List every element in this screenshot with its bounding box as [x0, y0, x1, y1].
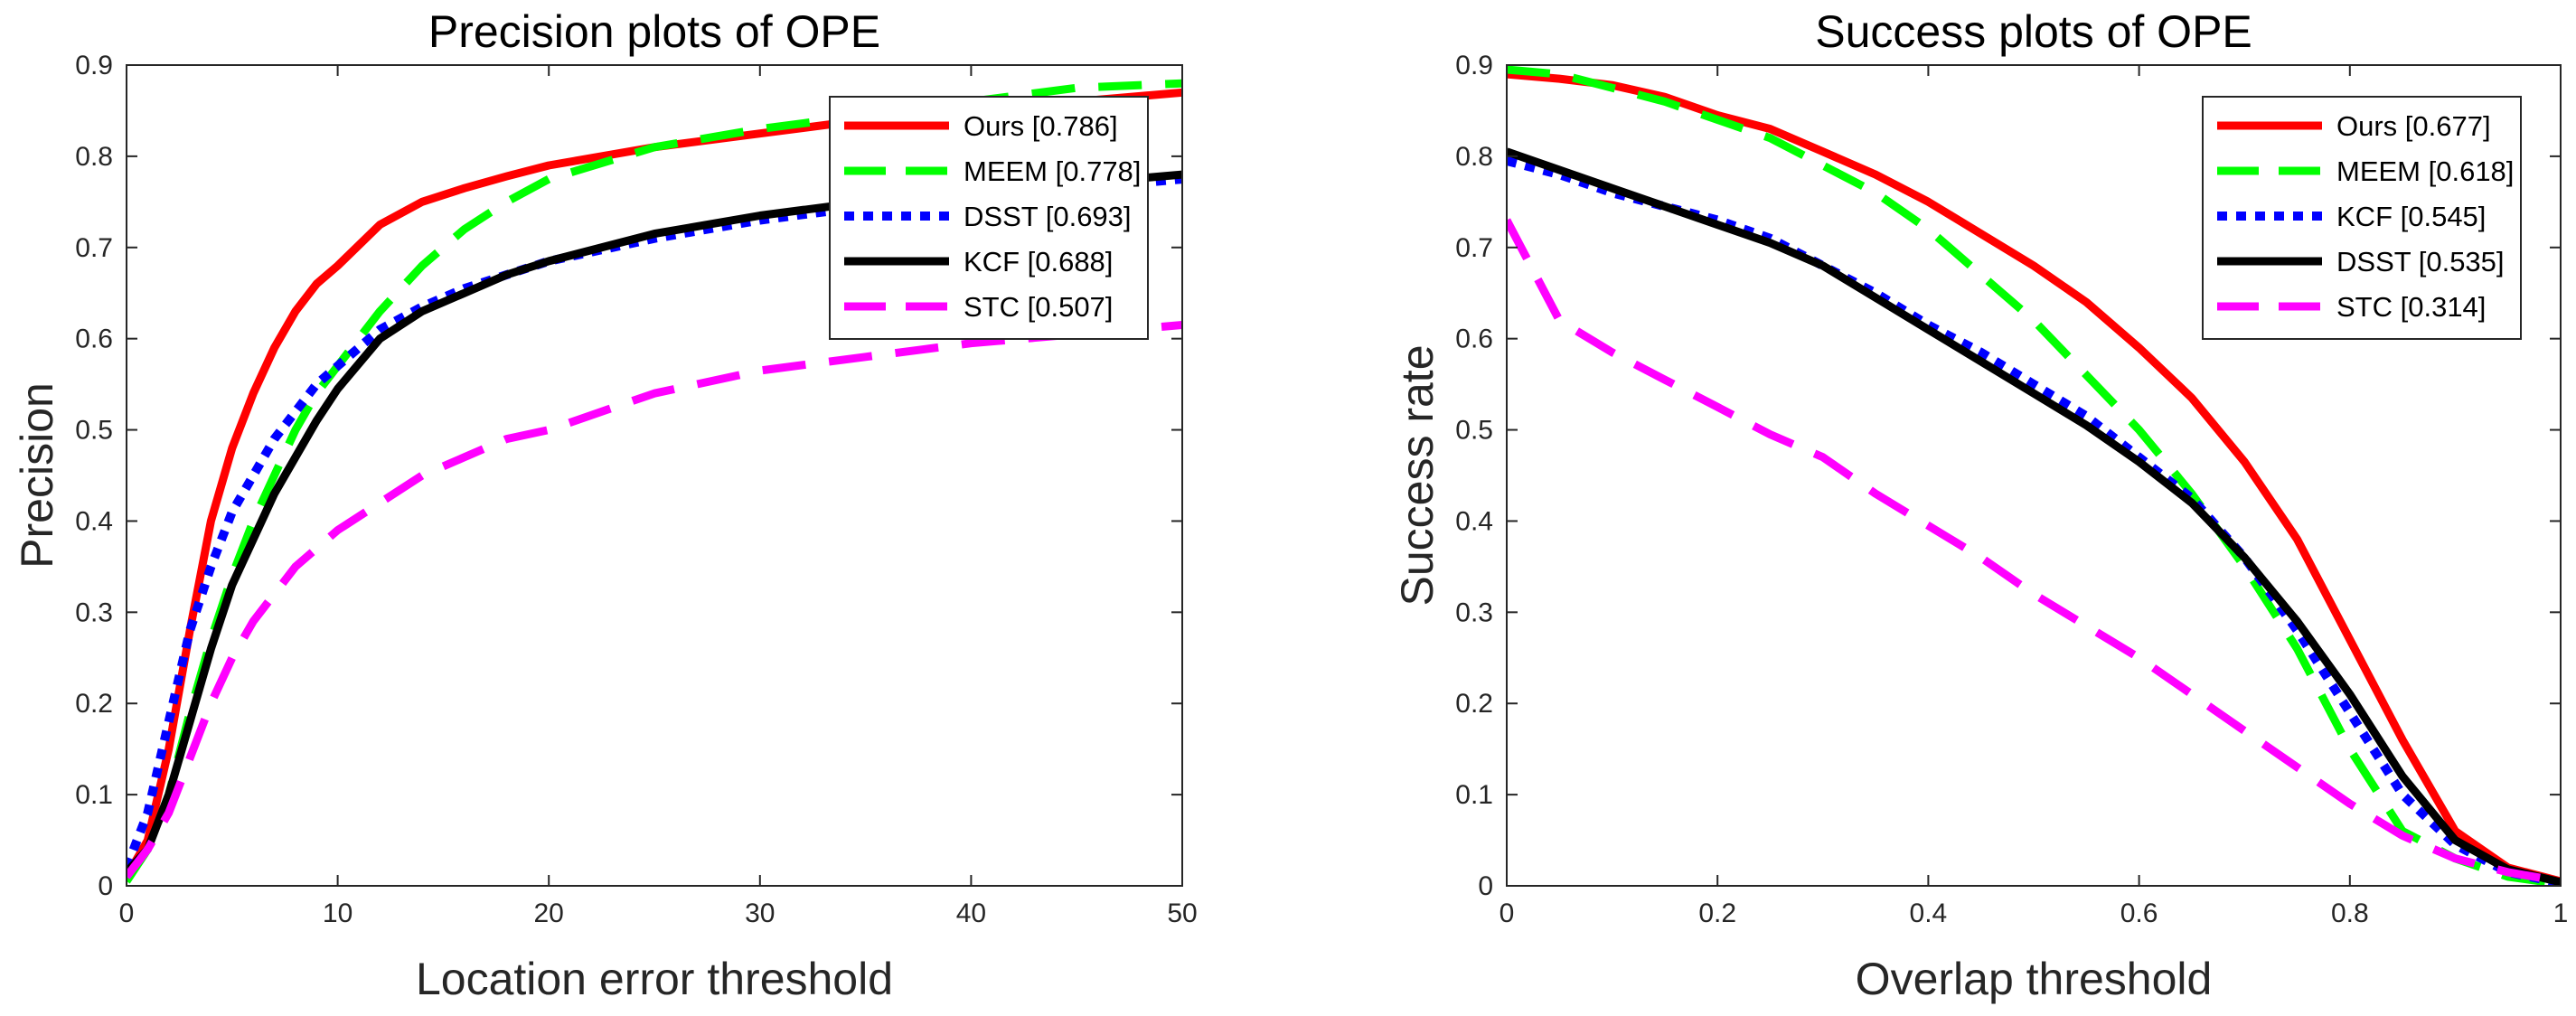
- precision-xtick-label: 30: [745, 898, 775, 928]
- precision-axes-box: [126, 64, 1183, 887]
- success-legend-label-stc: STC [0.314]: [2336, 291, 2486, 323]
- precision-xtick-label: 50: [1167, 898, 1197, 928]
- precision-xtick-label: 40: [956, 898, 986, 928]
- precision-ytick-label: 0.2: [75, 689, 113, 719]
- precision-ytick-label: 0.8: [75, 142, 113, 172]
- success-series-dsst: [1507, 147, 2561, 886]
- precision-ytick-label: 0.1: [75, 780, 113, 810]
- success-legend-label-ours: Ours [0.677]: [2336, 110, 2491, 142]
- success-ytick-label: 0.1: [1455, 780, 1493, 810]
- precision-x-axis-label: Location error threshold: [416, 954, 893, 1004]
- precision-plot: 0 10 20 30 40 50 0 0.1 0.2 0.3 0.4 0.5 0.6 0.7 0.8 0.9 P…: [12, 6, 1198, 1004]
- precision-ytick-label: 0.7: [75, 233, 113, 263]
- success-ytick-label: 0.8: [1455, 142, 1493, 172]
- precision-legend: Ours [0.786] MEEM [0.778] DSST [0.693] KCF …: [829, 96, 1149, 340]
- success-y-axis-label: Success rate: [1392, 344, 1443, 606]
- precision-xtick-label: 0: [119, 898, 135, 928]
- precision-legend-label-stc: STC [0.507]: [964, 291, 1113, 323]
- precision-legend-label-dsst: DSST [0.693]: [964, 201, 1132, 232]
- success-series-stc: [1507, 218, 2561, 886]
- success-xtick-label: 0.8: [2331, 898, 2369, 928]
- success-xtick-label: 1: [2553, 898, 2569, 928]
- precision-xtick-label: 10: [323, 898, 353, 928]
- success-xtick-label: 0.6: [2120, 898, 2158, 928]
- precision-xtick-label: 20: [534, 898, 564, 928]
- success-legend-label-kcf: KCF [0.545]: [2336, 201, 2486, 232]
- success-series-kcf: [1507, 156, 2561, 886]
- success-ytick-label: 0.9: [1455, 51, 1493, 80]
- precision-ytick-label: 0.9: [75, 51, 113, 80]
- success-ytick-label: 0.4: [1455, 506, 1493, 536]
- precision-series-kcf: [127, 170, 1182, 875]
- precision-y-axis-label: Precision: [12, 382, 62, 569]
- success-legend: Ours [0.677] MEEM [0.618] KCF [0.545] DSST …: [2202, 96, 2522, 340]
- precision-ytick-label: 0.5: [75, 416, 113, 446]
- success-x-axis-label: Overlap threshold: [1856, 954, 2213, 1004]
- success-ytick-label: 0.2: [1455, 689, 1493, 719]
- success-ytick-label: 0.6: [1455, 325, 1493, 354]
- success-ytick-label: 0.3: [1455, 597, 1493, 627]
- success-plot: 0 0.2 0.4 0.6 0.8 1 0 0.1 0.2 0.3 0.4 0.5 0.6 0.7 0.8 0…: [1392, 6, 2568, 1004]
- precision-ytick-label: 0: [98, 871, 113, 901]
- precision-ytick-label: 0.4: [75, 506, 113, 536]
- success-ytick-label: 0.7: [1455, 233, 1493, 263]
- success-xtick-label: 0.2: [1698, 898, 1736, 928]
- precision-legend-label-kcf: KCF [0.688]: [964, 246, 1113, 278]
- success-chart-title: Success plots of OPE: [1815, 6, 2252, 57]
- precision-chart-title: Precision plots of OPE: [428, 6, 880, 57]
- success-axes-box: [1506, 64, 2562, 887]
- precision-series-ours: [127, 88, 1182, 880]
- precision-legend-label-ours: Ours [0.786]: [964, 110, 1118, 142]
- success-legend-label-meem: MEEM [0.618]: [2336, 155, 2514, 187]
- success-xtick-label: 0: [1500, 898, 1515, 928]
- success-series-ours: [1507, 70, 2561, 886]
- success-legend-label-dsst: DSST [0.535]: [2336, 246, 2505, 278]
- success-ytick-label: 0.5: [1455, 416, 1493, 446]
- success-ytick-label: 0: [1478, 871, 1493, 901]
- precision-legend-label-meem: MEEM [0.778]: [964, 155, 1141, 187]
- precision-ytick-label: 0.6: [75, 325, 113, 354]
- success-xtick-label: 0.4: [1910, 898, 1948, 928]
- precision-ytick-label: 0.3: [75, 597, 113, 627]
- precision-series-stc: [127, 321, 1182, 880]
